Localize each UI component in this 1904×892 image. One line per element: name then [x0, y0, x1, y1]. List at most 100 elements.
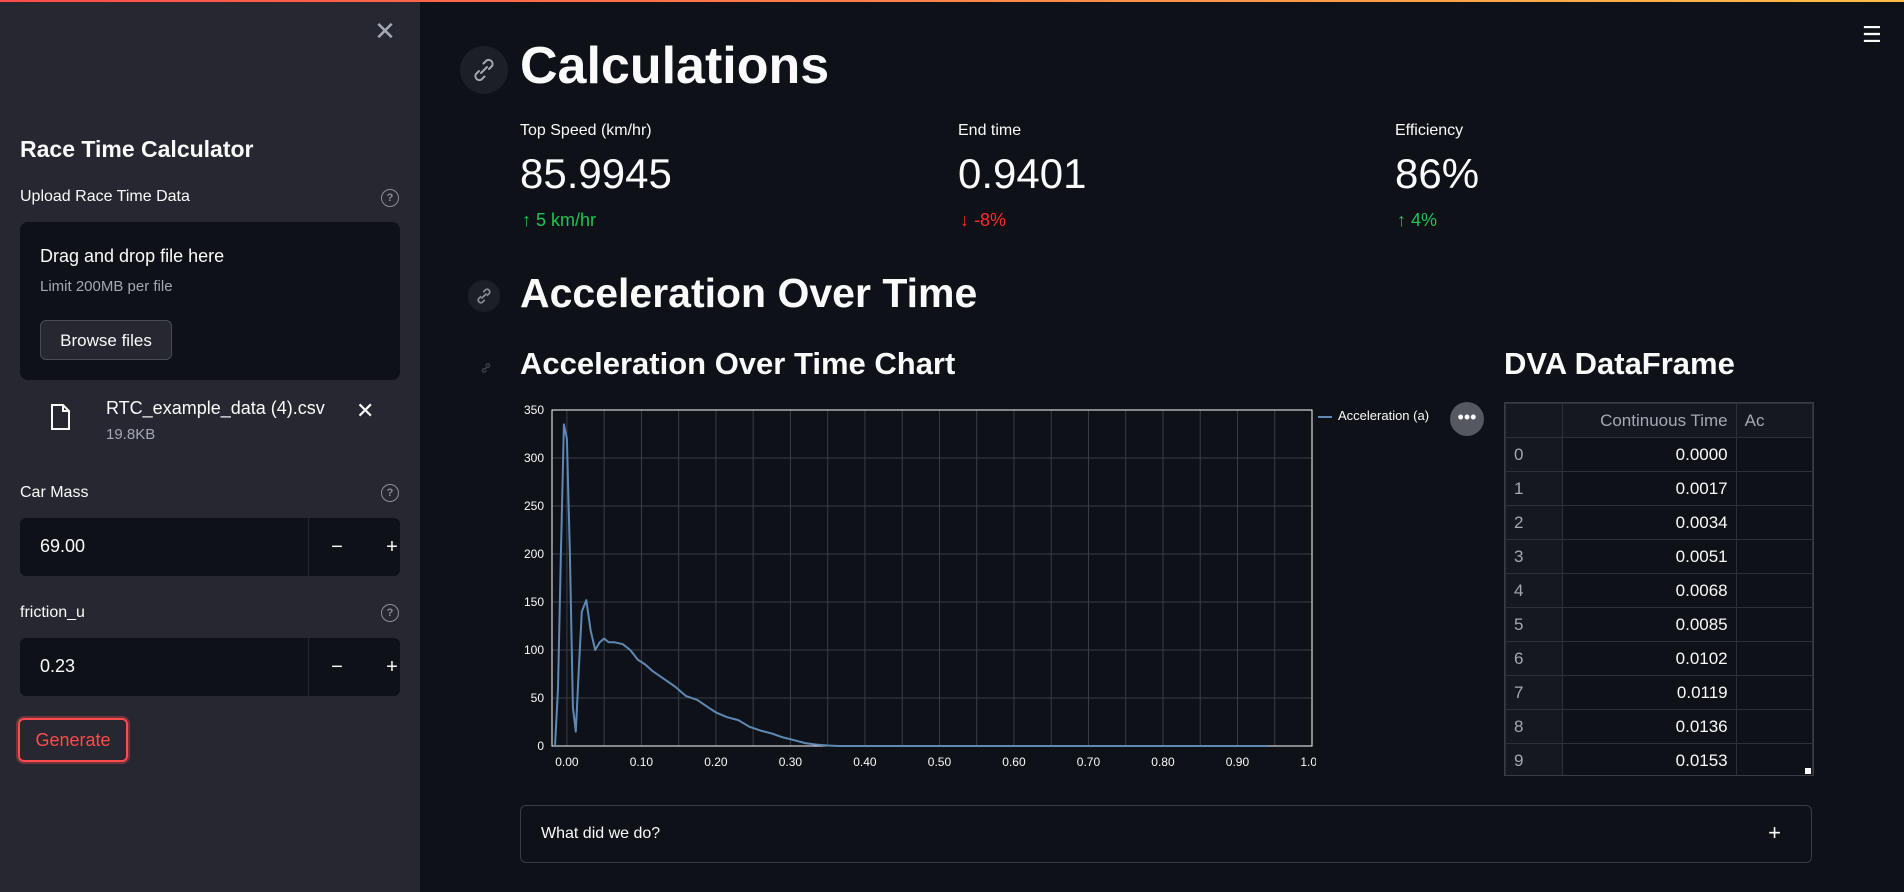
- metric-label-efficiency: Efficiency: [1395, 122, 1464, 139]
- chart-title: Acceleration Over Time Chart: [520, 346, 956, 381]
- uploaded-file-name: RTC_example_data (4).csv: [106, 398, 325, 418]
- friction-decrement-button[interactable]: −: [308, 638, 365, 696]
- x-tick-label: 0.20: [704, 755, 728, 769]
- help-icon[interactable]: ?: [381, 484, 399, 502]
- help-icon[interactable]: ?: [381, 189, 399, 207]
- table-row[interactable]: 0 0.0000: [1505, 437, 1813, 472]
- x-tick-label: 0.70: [1077, 755, 1101, 769]
- column-header-acceleration[interactable]: Ac: [1735, 403, 1813, 438]
- continuous-time-cell[interactable]: 0.0153: [1562, 743, 1737, 775]
- series-line-acceleration: [554, 423, 1268, 747]
- row-index: 5: [1505, 607, 1564, 642]
- continuous-time-cell[interactable]: 0.0085: [1562, 607, 1737, 642]
- legend-label: Acceleration (a): [1338, 408, 1430, 423]
- browse-files-button[interactable]: Browse files: [40, 320, 172, 360]
- continuous-time-cell[interactable]: 0.0017: [1562, 471, 1737, 506]
- acceleration-cell[interactable]: [1735, 675, 1813, 710]
- y-tick-label: 250: [524, 499, 544, 513]
- dataframe[interactable]: Continuous Time Ac 0 0.0000 1 0.0017 2 0.0034…: [1504, 402, 1814, 776]
- table-header-row: Continuous Time Ac: [1505, 403, 1813, 438]
- arrow-up-icon: ↑: [1397, 210, 1406, 230]
- metric-delta-efficiency: ↑ 4%: [1397, 210, 1437, 231]
- metric-delta-end-time: ↓ -8%: [960, 210, 1006, 231]
- upload-label: Upload Race Time Data: [20, 188, 190, 205]
- car-mass-increment-button[interactable]: +: [386, 536, 398, 558]
- x-tick-label: 0.30: [779, 755, 803, 769]
- close-sidebar-icon[interactable]: ✕: [374, 16, 396, 46]
- acceleration-cell[interactable]: [1735, 607, 1813, 642]
- table-row[interactable]: 7 0.0119: [1505, 675, 1813, 710]
- page-title: Calculations: [520, 37, 830, 95]
- more-options-icon[interactable]: •••: [1450, 402, 1484, 436]
- friction-increment-button[interactable]: +: [386, 656, 398, 678]
- acceleration-cell[interactable]: [1735, 437, 1813, 472]
- table-row[interactable]: 3 0.0051: [1505, 539, 1813, 574]
- row-index: 6: [1505, 641, 1564, 676]
- arrow-down-icon: ↓: [960, 210, 969, 230]
- table-row[interactable]: 9 0.0153: [1505, 743, 1813, 775]
- y-tick-label: 50: [531, 691, 545, 705]
- x-tick-label: 0.40: [853, 755, 877, 769]
- metric-delta-text: 4%: [1411, 210, 1438, 230]
- table-row[interactable]: 1 0.0017: [1505, 471, 1813, 506]
- acceleration-cell[interactable]: [1735, 743, 1813, 775]
- what-did-we-do-expander[interactable]: What did we do? +: [520, 805, 1812, 863]
- arrow-up-icon: ↑: [522, 210, 531, 230]
- metric-delta-text: -8%: [974, 210, 1007, 230]
- link-icon-glyph: [474, 58, 494, 82]
- y-tick-label: 100: [524, 643, 544, 657]
- continuous-time-cell[interactable]: 0.0102: [1562, 641, 1737, 676]
- dropzone-limit: Limit 200MB per file: [40, 278, 173, 295]
- main-menu-icon[interactable]: ☰: [1862, 22, 1882, 47]
- table-row[interactable]: 8 0.0136: [1505, 709, 1813, 744]
- section-title: Acceleration Over Time: [520, 270, 978, 316]
- help-icon[interactable]: ?: [381, 604, 399, 622]
- expand-plus-icon[interactable]: +: [1768, 820, 1781, 845]
- y-tick-label: 200: [524, 547, 544, 561]
- metric-value-end-time: 0.9401: [958, 150, 1087, 197]
- resize-handle[interactable]: [1805, 768, 1811, 774]
- top-decoration-bar: [0, 0, 1904, 2]
- friction-value[interactable]: 0.23: [40, 656, 76, 676]
- x-tick-label: 0.90: [1226, 755, 1250, 769]
- file-dropzone[interactable]: Drag and drop file here Limit 200MB per …: [20, 222, 400, 380]
- continuous-time-cell[interactable]: 0.0051: [1562, 539, 1737, 574]
- continuous-time-cell[interactable]: 0.0068: [1562, 573, 1737, 608]
- acceleration-cell[interactable]: [1735, 539, 1813, 574]
- row-index: 7: [1505, 675, 1564, 710]
- table-row[interactable]: 4 0.0068: [1505, 573, 1813, 608]
- y-tick-label: 350: [524, 403, 544, 417]
- table-row[interactable]: 6 0.0102: [1505, 641, 1813, 676]
- metric-label-top-speed: Top Speed (km/hr): [520, 122, 652, 139]
- acceleration-cell[interactable]: [1735, 709, 1813, 744]
- dropzone-title: Drag and drop file here: [40, 246, 225, 266]
- link-icon[interactable]: [476, 358, 496, 378]
- car-mass-input[interactable]: 69.00 − +: [20, 518, 400, 576]
- column-header-index[interactable]: [1505, 403, 1564, 438]
- acceleration-cell[interactable]: [1735, 471, 1813, 506]
- x-tick-label: 1.00: [1300, 755, 1316, 769]
- acceleration-cell[interactable]: [1735, 641, 1813, 676]
- x-tick-label: 0.00: [555, 755, 579, 769]
- remove-file-icon[interactable]: ✕: [356, 398, 375, 423]
- link-icon[interactable]: [460, 46, 508, 94]
- table-row[interactable]: 2 0.0034: [1505, 505, 1813, 540]
- table-row[interactable]: 5 0.0085: [1505, 607, 1813, 642]
- car-mass-value[interactable]: 69.00: [40, 536, 86, 556]
- continuous-time-cell[interactable]: 0.0034: [1562, 505, 1737, 540]
- continuous-time-cell[interactable]: 0.0136: [1562, 709, 1737, 744]
- continuous-time-cell[interactable]: 0.0000: [1562, 437, 1737, 472]
- generate-button[interactable]: Generate: [18, 718, 128, 762]
- acceleration-cell[interactable]: [1735, 505, 1813, 540]
- row-index: 2: [1505, 505, 1564, 540]
- acceleration-cell[interactable]: [1735, 573, 1813, 608]
- friction-input[interactable]: 0.23 − +: [20, 638, 400, 696]
- continuous-time-cell[interactable]: 0.0119: [1562, 675, 1737, 710]
- x-tick-label: 0.60: [1002, 755, 1026, 769]
- metric-delta-top-speed: ↑ 5 km/hr: [522, 210, 596, 231]
- column-header-continuous-time[interactable]: Continuous Time: [1562, 403, 1737, 438]
- acceleration-chart[interactable]: 0.00 0.10 0.20 0.30 0.40 0.50 0.60 0.70 0.80 0.90…: [516, 400, 1316, 780]
- car-mass-decrement-button[interactable]: −: [308, 518, 365, 576]
- y-tick-label: 0: [537, 739, 544, 753]
- link-icon[interactable]: [468, 280, 500, 312]
